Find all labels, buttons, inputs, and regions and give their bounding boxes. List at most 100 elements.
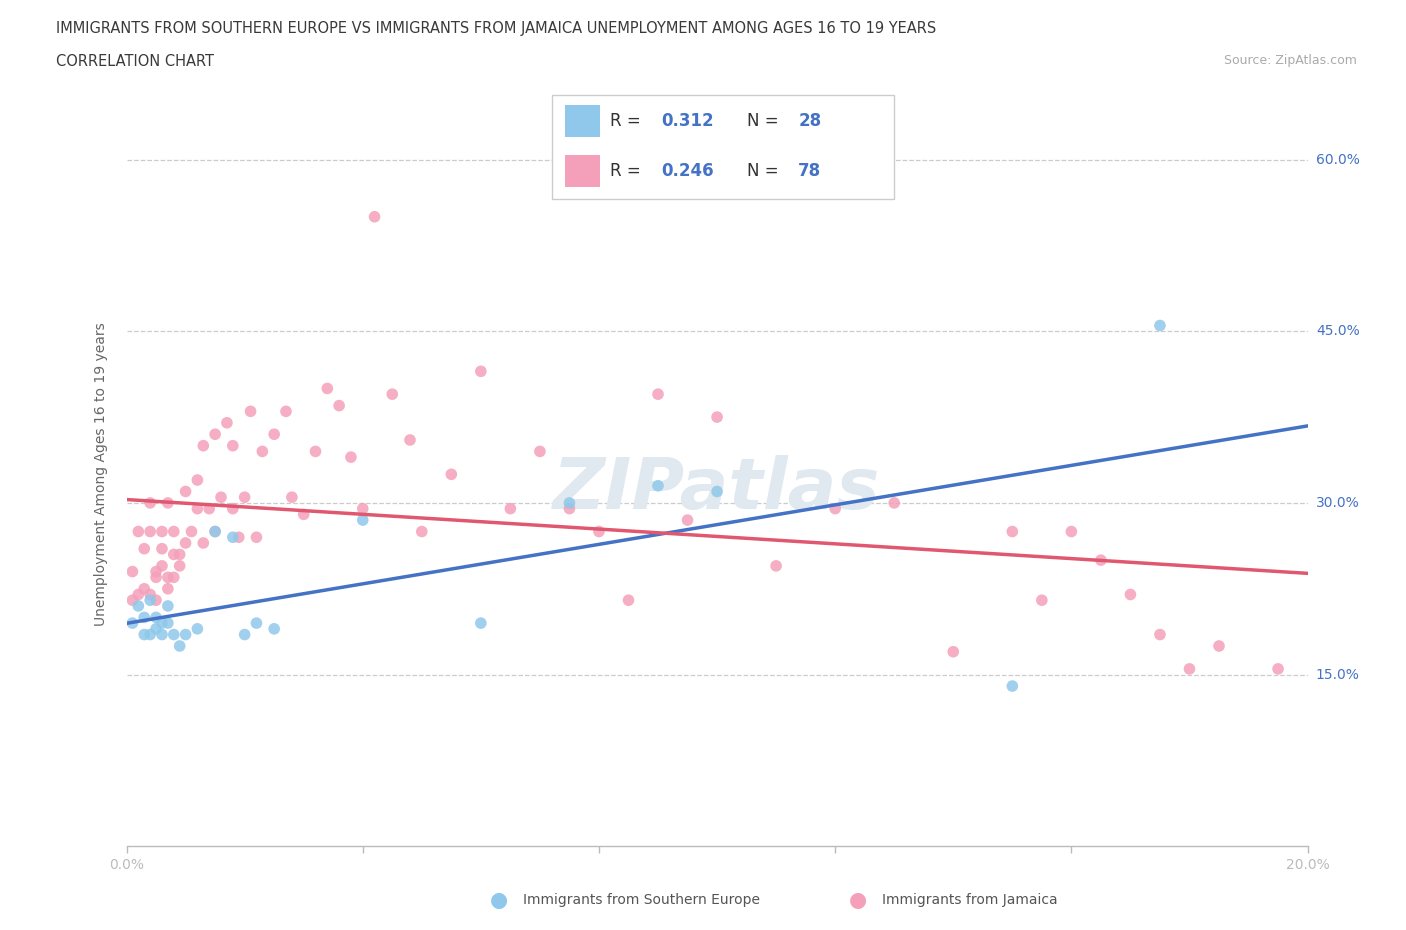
Point [139,592,162,607]
Point [150,616,173,631]
Text: ●: ● [849,890,866,910]
Point [209,490,232,505]
Point [139,525,162,539]
Point [204,427,226,442]
Point [145,592,167,607]
Point [1149,627,1171,642]
Point [139,496,162,511]
Point [263,427,285,442]
Point [1060,525,1083,539]
Point [163,547,186,562]
Point [139,587,162,602]
Point [228,530,250,545]
Point [245,616,267,631]
Point [274,404,297,418]
Point [233,490,256,505]
Point [169,639,191,654]
Point [150,558,173,573]
Point [121,565,143,579]
Point [145,621,167,636]
Point [156,616,179,631]
Point [411,525,433,539]
Point [239,404,262,418]
Point [263,621,285,636]
Point [706,484,728,498]
Text: Source: ZipAtlas.com: Source: ZipAtlas.com [1223,54,1357,67]
Point [169,558,191,573]
Point [150,541,173,556]
Point [150,627,173,642]
Point [127,587,149,602]
Point [883,496,905,511]
Point [156,581,179,596]
Point [134,541,156,556]
Point [304,444,326,458]
Point [824,501,846,516]
Point [174,536,197,551]
Point [198,501,221,516]
Text: 15.0%: 15.0% [1316,668,1360,682]
Point [1119,587,1142,602]
Point [470,364,492,379]
Point [163,627,186,642]
Point [145,570,167,585]
Point [134,610,156,625]
Point [381,387,404,402]
Point [145,610,167,625]
Point [316,381,339,396]
Text: ZIPatlas: ZIPatlas [554,455,880,524]
Point [204,525,226,539]
Point [186,621,208,636]
Y-axis label: Unemployment Among Ages 16 to 19 years: Unemployment Among Ages 16 to 19 years [94,323,108,626]
Point [470,616,492,631]
Point [499,501,522,516]
Point [233,627,256,642]
Point [156,496,179,511]
Point [186,501,208,516]
Point [121,592,143,607]
Point [1031,592,1053,607]
Point [617,592,640,607]
Point [340,450,363,465]
Text: Immigrants from Southern Europe: Immigrants from Southern Europe [523,893,761,908]
Point [588,525,610,539]
Point [163,570,186,585]
Point [245,530,267,545]
Point [647,478,669,493]
Point [134,581,156,596]
Point [204,525,226,539]
Point [647,387,669,402]
Point [352,512,374,527]
Point [139,627,162,642]
Point [1001,679,1024,694]
Point [156,570,179,585]
Point [127,525,149,539]
Point [145,565,167,579]
Text: 30.0%: 30.0% [1316,496,1360,510]
Point [1267,661,1289,676]
Text: 45.0%: 45.0% [1316,325,1360,339]
Point [1090,552,1112,567]
Point [222,438,245,453]
Point [186,472,208,487]
Point [765,558,787,573]
Point [1208,639,1230,654]
Point [121,616,143,631]
Point [222,530,245,545]
Point [292,507,315,522]
Point [156,599,179,614]
Point [706,409,728,424]
Point [134,627,156,642]
Point [193,438,215,453]
Point [440,467,463,482]
Point [1001,525,1024,539]
Point [529,444,551,458]
Text: ●: ● [491,890,508,910]
Point [352,501,374,516]
Point [174,484,197,498]
Point [676,512,699,527]
Point [174,627,197,642]
Point [193,536,215,551]
Text: IMMIGRANTS FROM SOUTHERN EUROPE VS IMMIGRANTS FROM JAMAICA UNEMPLOYMENT AMONG AG: IMMIGRANTS FROM SOUTHERN EUROPE VS IMMIG… [56,21,936,36]
Point [180,525,202,539]
